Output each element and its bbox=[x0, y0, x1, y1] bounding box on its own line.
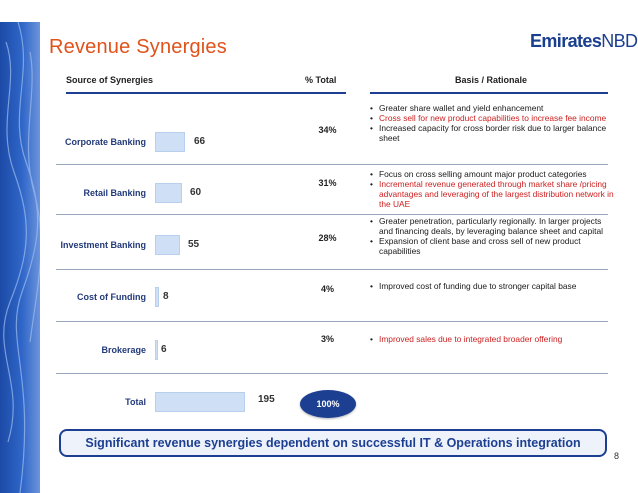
rationale-item: Greater share wallet and yield enhanceme… bbox=[370, 103, 615, 113]
header-pct: % Total bbox=[305, 75, 337, 85]
rationale-item: Increased capacity for cross border risk… bbox=[370, 123, 615, 143]
row-label-cost-of-funding: Cost of Funding bbox=[77, 292, 146, 302]
rationale-brokerage: Improved sales due to integrated broader… bbox=[370, 334, 615, 344]
header-underline-right bbox=[370, 92, 608, 94]
rationale-item: Incremental revenue generated through ma… bbox=[370, 179, 615, 209]
row-label-brokerage: Brokerage bbox=[101, 345, 146, 355]
bar-cost-of-funding bbox=[155, 287, 159, 307]
pct-cost-of-funding: 4% bbox=[320, 284, 334, 294]
rationale-retail-banking: Focus on cross selling amount major prod… bbox=[370, 169, 615, 209]
bar-corporate-banking bbox=[155, 132, 185, 152]
logo-text-bold: Emirates bbox=[530, 31, 602, 51]
arabesque-pattern-icon bbox=[3, 22, 40, 493]
row-divider bbox=[56, 321, 608, 322]
value-total: 195 bbox=[258, 394, 275, 405]
bar-brokerage bbox=[155, 340, 158, 360]
bar-total bbox=[155, 392, 245, 412]
row-label-total: Total bbox=[125, 397, 146, 407]
emirates-nbd-logo: EmiratesNBD bbox=[530, 31, 638, 52]
value-retail-banking: 60 bbox=[190, 187, 202, 198]
rationale-corporate-banking: Greater share wallet and yield enhanceme… bbox=[370, 103, 615, 143]
rationale-item: Greater penetration, particularly region… bbox=[370, 216, 615, 236]
rationale-item: Expansion of client base and cross sell … bbox=[370, 236, 615, 256]
row-divider bbox=[56, 214, 608, 215]
row-label-investment-banking: Investment Banking bbox=[60, 240, 146, 250]
pct-brokerage: 3% bbox=[320, 334, 334, 344]
rationale-cost-of-funding: Improved cost of funding due to stronger… bbox=[370, 281, 615, 291]
rationale-item: Improved sales due to integrated broader… bbox=[370, 334, 615, 344]
row-divider bbox=[56, 373, 608, 374]
header-basis: Basis / Rationale bbox=[455, 75, 528, 85]
row-divider bbox=[56, 269, 608, 270]
pct-corporate-banking: 34% bbox=[318, 125, 337, 135]
header-source: Source of Synergies bbox=[66, 75, 154, 85]
pct-retail-banking: 31% bbox=[318, 178, 337, 188]
logo-text-nbd: NBD bbox=[601, 31, 638, 51]
row-divider bbox=[56, 164, 608, 165]
rationale-item: Cross sell for new product capabilities … bbox=[370, 113, 615, 123]
bar-retail-banking bbox=[155, 183, 182, 203]
pct-investment-banking: 28% bbox=[318, 233, 337, 243]
slide-title: Revenue Synergies bbox=[49, 36, 227, 58]
rationale-item: Focus on cross selling amount major prod… bbox=[370, 169, 615, 179]
value-brokerage: 6 bbox=[161, 344, 167, 355]
row-label-corporate-banking: Corporate Banking bbox=[64, 137, 146, 147]
header-underline-left bbox=[66, 92, 346, 94]
rationale-investment-banking: Greater penetration, particularly region… bbox=[370, 216, 615, 256]
bar-investment-banking bbox=[155, 235, 180, 255]
value-cost-of-funding: 8 bbox=[163, 291, 169, 302]
row-label-retail-banking: Retail Banking bbox=[83, 188, 146, 198]
page-number: 8 bbox=[614, 451, 620, 461]
total-pct-badge: 100% bbox=[300, 390, 356, 418]
value-investment-banking: 55 bbox=[188, 239, 200, 250]
rationale-item: Improved cost of funding due to stronger… bbox=[370, 281, 615, 291]
decorative-left-band bbox=[0, 22, 40, 493]
value-corporate-banking: 66 bbox=[194, 136, 206, 147]
conclusion-banner: Significant revenue synergies dependent … bbox=[59, 429, 607, 457]
